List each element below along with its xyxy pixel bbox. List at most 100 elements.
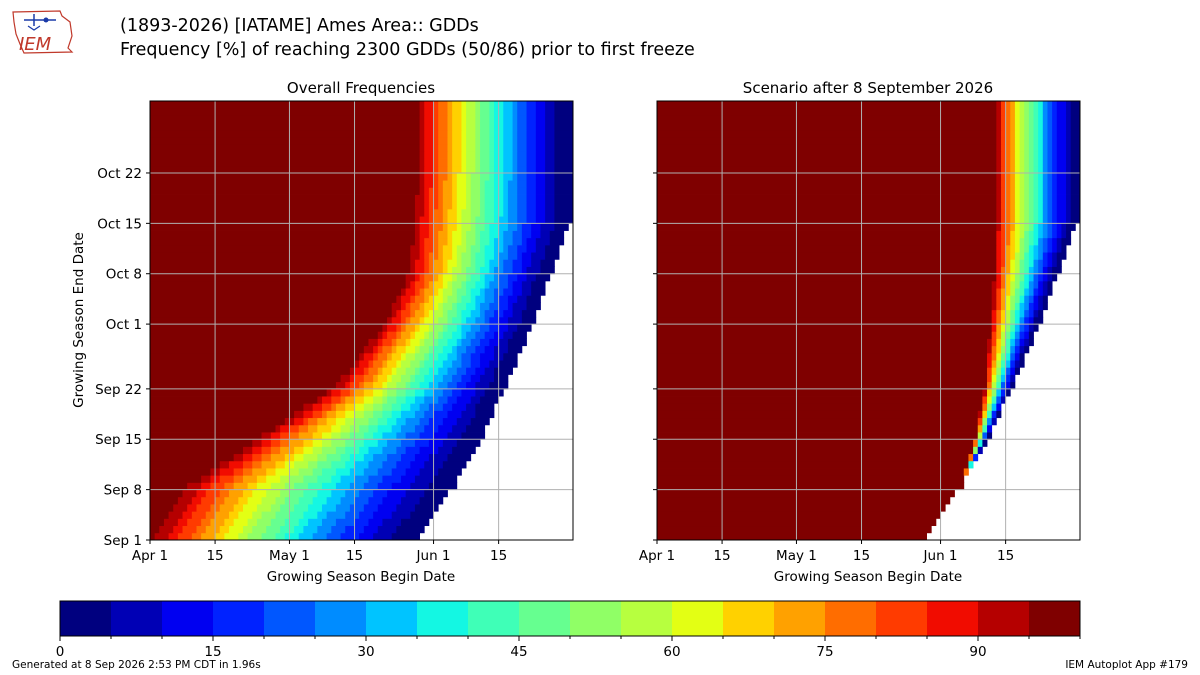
heatmap-cell <box>219 468 235 476</box>
heatmap-cell <box>433 280 444 289</box>
heatmap-cell <box>503 144 513 152</box>
heatmap-cell <box>210 482 225 491</box>
heatmap-cell <box>480 115 490 123</box>
heatmap-cell <box>242 460 253 469</box>
heatmap-cell <box>466 122 476 131</box>
heatmap-cell <box>210 518 225 527</box>
heatmap-cell <box>414 410 425 419</box>
heatmap-cell <box>428 216 434 224</box>
heatmap-cell <box>475 331 486 339</box>
heatmap-cell <box>424 388 434 397</box>
heatmap-cell <box>452 273 458 282</box>
heatmap-cell <box>498 338 509 347</box>
heatmap-cell <box>252 489 267 498</box>
heatmap-cell <box>452 374 462 383</box>
heatmap-cell <box>308 417 318 426</box>
heatmap-cell <box>275 424 281 433</box>
heatmap-cell <box>1000 360 1007 368</box>
heatmap-cell <box>503 208 509 217</box>
heatmap-cell <box>452 151 462 159</box>
heatmap-cell <box>266 468 276 476</box>
heatmap-cell <box>201 518 211 527</box>
heatmap-cell <box>1005 309 1011 318</box>
heatmap-cell <box>414 374 425 383</box>
heatmap-cell <box>1005 201 1011 210</box>
heatmap-cell <box>150 367 351 375</box>
heatmap-cell <box>657 468 965 476</box>
heatmap-cell <box>466 230 476 239</box>
heatmap-cell <box>396 338 407 347</box>
heatmap-cell <box>377 338 383 347</box>
heatmap-cell <box>345 460 355 469</box>
heatmap-cell <box>1038 201 1044 210</box>
heatmap-cell <box>303 489 318 498</box>
heatmap-cell <box>1019 360 1025 368</box>
heatmap-cell <box>373 403 383 411</box>
heatmap-cell <box>1052 129 1058 138</box>
heatmap-cell <box>982 403 988 411</box>
heatmap-cell <box>461 266 467 275</box>
heatmap-cell <box>503 187 509 195</box>
heatmap-cell <box>424 266 430 275</box>
heatmap-cell <box>387 374 393 383</box>
heatmap-cell <box>438 151 448 159</box>
heatmap-cell <box>1052 230 1058 239</box>
heatmap-cell <box>433 144 439 152</box>
heatmap-cell <box>466 172 472 181</box>
heatmap-cell <box>294 446 304 455</box>
heatmap-cell <box>535 208 546 217</box>
heatmap-cell <box>982 410 988 419</box>
heatmap-cell <box>475 151 481 159</box>
heatmap-cell <box>1024 208 1030 217</box>
heatmap-cell <box>428 482 458 491</box>
heatmap-cell <box>475 388 486 397</box>
heatmap-cell <box>657 309 993 318</box>
heatmap-cell <box>405 396 416 404</box>
heatmap-cell <box>1000 338 1007 347</box>
heatmap-cell <box>489 316 500 325</box>
heatmap-cell <box>252 468 267 476</box>
heatmap-cell <box>1005 194 1011 203</box>
heatmap-cell <box>215 511 230 519</box>
heatmap-cell <box>1019 288 1025 296</box>
heatmap-cell <box>1005 331 1011 339</box>
heatmap-cell <box>484 180 495 188</box>
heatmap-cell <box>419 187 425 195</box>
heatmap-cell <box>484 331 495 339</box>
heatmap-cell <box>657 360 988 368</box>
heatmap-cell <box>289 475 304 483</box>
heatmap-cell <box>507 216 518 224</box>
heatmap-cell <box>554 144 574 152</box>
heatmap-cell <box>461 352 472 361</box>
heatmap-cell <box>387 381 397 390</box>
heatmap-cell <box>405 338 411 347</box>
heatmap-cell <box>359 489 374 498</box>
heatmap-cell <box>233 453 244 462</box>
heatmap-cell <box>382 324 388 332</box>
heatmap-cell <box>466 158 476 167</box>
heatmap-cell <box>1066 180 1072 188</box>
heatmap-cell <box>414 295 425 303</box>
heatmap-cell <box>456 417 472 426</box>
heatmap-cell <box>298 424 309 433</box>
heatmap-cell <box>224 496 239 505</box>
heatmap-cell <box>1024 108 1030 116</box>
heatmap-cell <box>1033 280 1039 289</box>
heatmap-cell <box>1038 288 1044 296</box>
heatmap-cell <box>1038 108 1044 116</box>
heatmap-cell <box>470 187 481 195</box>
heatmap-cell <box>452 108 462 116</box>
heatmap-cell <box>438 252 444 260</box>
heatmap-cell <box>405 468 421 476</box>
heatmap-cell <box>1024 295 1030 303</box>
heatmap-cell <box>987 360 993 368</box>
heatmap-cell <box>526 151 537 159</box>
heatmap-cell <box>1024 158 1030 167</box>
heatmap-cell <box>1056 101 1067 109</box>
heatmap-cell <box>424 115 434 123</box>
heatmap-cell <box>1000 388 1007 397</box>
heatmap-cell <box>1019 352 1025 361</box>
heatmap-cell <box>657 172 997 181</box>
heatmap-cell <box>196 489 207 498</box>
heatmap-cell <box>354 410 365 419</box>
